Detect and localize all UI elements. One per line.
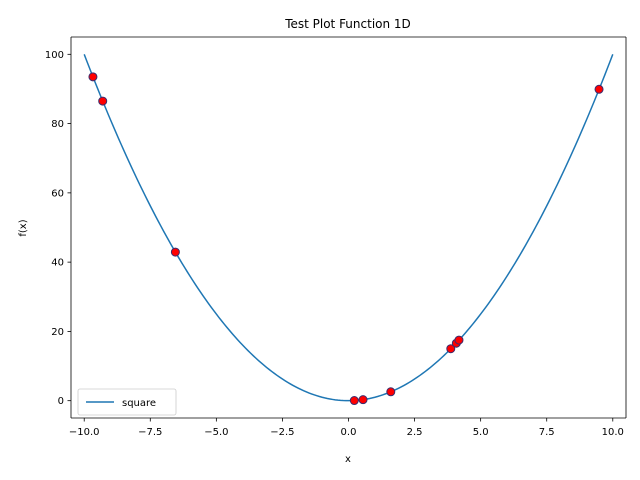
legend: square xyxy=(77,388,177,416)
y-axis-label: f(x) xyxy=(18,219,29,236)
x-tick-label: −7.5 xyxy=(138,427,162,438)
x-tick-label: −2.5 xyxy=(270,427,294,438)
x-axis-ticks: −10.0 −7.5 −5.0 −2.5 0.0 2.5 5.0 7.5 10.0 xyxy=(69,418,624,438)
data-layer xyxy=(83,54,614,406)
x-axis-label: x xyxy=(345,454,351,465)
y-tick-label: 0 xyxy=(58,396,64,407)
x-tick-label: 2.5 xyxy=(407,427,423,438)
scatter-point xyxy=(594,84,604,94)
x-tick-label: 5.0 xyxy=(473,427,489,438)
x-tick-label: 0.0 xyxy=(341,427,357,438)
legend-frame xyxy=(77,388,177,416)
scatter-point xyxy=(98,96,108,106)
legend-label-square: square xyxy=(122,398,156,409)
scatter-point xyxy=(358,395,368,405)
chart-title: Test Plot Function 1D xyxy=(284,17,411,31)
x-tick-label: −10.0 xyxy=(69,427,100,438)
scatter-point xyxy=(386,387,396,397)
scatter-point xyxy=(349,396,359,406)
y-tick-label: 100 xyxy=(45,50,64,61)
x-tick-label: −5.0 xyxy=(204,427,228,438)
scatter-point xyxy=(446,344,456,354)
x-tick-label: 10.0 xyxy=(602,427,624,438)
scatter-point xyxy=(170,247,180,257)
y-tick-label: 40 xyxy=(51,258,64,269)
plot-area xyxy=(71,37,626,418)
series-line-square xyxy=(83,54,614,402)
scatter-point xyxy=(454,335,464,345)
y-axis-ticks: 0 20 40 60 80 100 xyxy=(45,50,71,407)
scatter-point xyxy=(88,72,98,82)
x-tick-label: 7.5 xyxy=(539,427,555,438)
y-tick-label: 20 xyxy=(51,327,64,338)
y-tick-label: 80 xyxy=(51,119,64,130)
y-tick-label: 60 xyxy=(51,188,64,199)
